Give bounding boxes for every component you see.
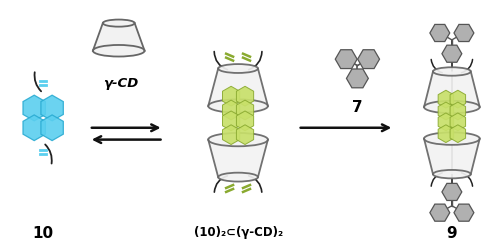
Text: 7: 7 (352, 100, 362, 115)
Ellipse shape (208, 99, 268, 113)
Polygon shape (438, 90, 454, 108)
Ellipse shape (218, 64, 258, 73)
Text: (10)₂⊂(γ-CD)₂: (10)₂⊂(γ-CD)₂ (194, 226, 282, 240)
Polygon shape (454, 24, 474, 41)
Polygon shape (23, 95, 46, 121)
Ellipse shape (424, 132, 480, 145)
Polygon shape (222, 100, 240, 120)
Polygon shape (430, 204, 450, 221)
Polygon shape (236, 125, 254, 144)
Ellipse shape (424, 101, 480, 113)
Polygon shape (222, 125, 240, 144)
Polygon shape (450, 125, 466, 143)
Polygon shape (236, 111, 254, 131)
Text: γ-CD: γ-CD (103, 77, 138, 90)
Polygon shape (336, 50, 357, 69)
Ellipse shape (208, 133, 268, 146)
Polygon shape (222, 111, 240, 131)
Text: 10: 10 (32, 226, 54, 242)
Polygon shape (450, 113, 466, 131)
Polygon shape (346, 69, 368, 88)
Polygon shape (93, 23, 144, 51)
Ellipse shape (218, 173, 258, 182)
Ellipse shape (433, 170, 471, 178)
Polygon shape (41, 115, 64, 141)
Polygon shape (358, 50, 380, 69)
Polygon shape (424, 139, 480, 174)
Ellipse shape (93, 45, 144, 57)
Polygon shape (41, 95, 64, 121)
Polygon shape (208, 140, 268, 177)
Ellipse shape (103, 20, 134, 27)
Polygon shape (23, 115, 46, 141)
Polygon shape (438, 113, 454, 131)
Polygon shape (424, 71, 480, 107)
Polygon shape (438, 102, 454, 120)
Polygon shape (236, 86, 254, 106)
Polygon shape (236, 100, 254, 120)
Text: 9: 9 (446, 226, 457, 242)
Polygon shape (208, 68, 268, 106)
Polygon shape (442, 45, 462, 62)
Polygon shape (454, 204, 474, 221)
Polygon shape (222, 86, 240, 106)
Polygon shape (430, 24, 450, 41)
Polygon shape (450, 102, 466, 120)
Ellipse shape (433, 67, 471, 76)
Polygon shape (438, 125, 454, 143)
Polygon shape (442, 183, 462, 201)
Polygon shape (450, 90, 466, 108)
